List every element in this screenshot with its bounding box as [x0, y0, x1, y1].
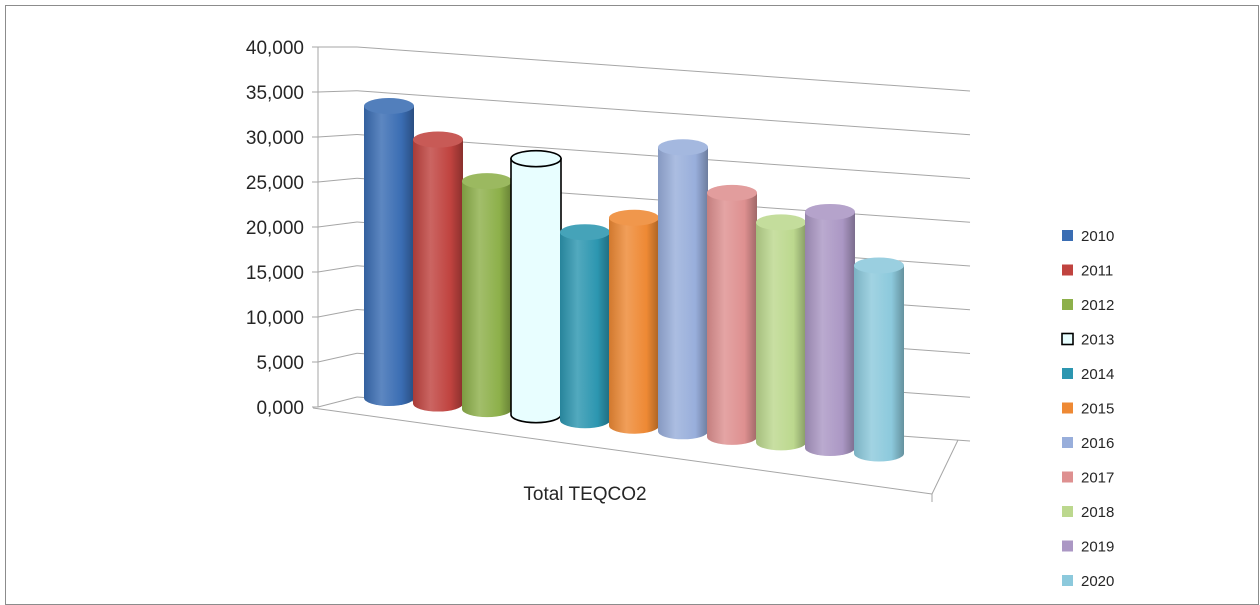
- bar-2013: [510, 149, 562, 424]
- bars: [364, 98, 904, 462]
- legend-item-2016: 2016: [1062, 435, 1114, 452]
- y-tick-label: 15,000: [246, 263, 304, 284]
- legend-item-2019: 2019: [1062, 539, 1114, 556]
- legend-label: 2010: [1081, 228, 1114, 245]
- legend-swatch: [1062, 299, 1073, 310]
- bar-2015: [609, 209, 659, 434]
- chart-svg: 0,000 5,000 10,000 15,000 20,000 25,000 30,000…: [246, 38, 1115, 590]
- legend-item-2017: 2017: [1062, 470, 1114, 487]
- legend-swatch: [1062, 540, 1073, 552]
- bar-2012: [462, 173, 512, 418]
- legend-item-2015: 2015: [1062, 401, 1114, 418]
- legend-swatch: [1062, 402, 1073, 414]
- legend-label: 2016: [1081, 435, 1114, 452]
- y-tick-label: 10,000: [246, 308, 304, 329]
- bar-2019: [805, 203, 855, 456]
- bar-2018: [756, 214, 806, 451]
- y-tick-label: 0,000: [256, 398, 304, 419]
- legend-label: 2012: [1081, 297, 1114, 314]
- bar-2017: [707, 184, 757, 445]
- y-tick-label: 25,000: [246, 173, 304, 194]
- legend-item-2012: 2012: [1062, 297, 1114, 314]
- bar-2020: [854, 257, 904, 462]
- legend-label: 2015: [1081, 401, 1114, 418]
- bar-2010: [364, 98, 414, 406]
- y-tick-label: 30,000: [246, 128, 304, 149]
- legend-label: 2017: [1081, 470, 1114, 487]
- legend-swatch: [1062, 437, 1073, 448]
- legend-swatch: [1062, 230, 1073, 241]
- legend-swatch: [1061, 332, 1074, 346]
- legend-item-2011: 2011: [1062, 263, 1113, 280]
- legend: 2010 2011 2012 2013 2014 2015 2016 2017 2018 2019…: [1061, 228, 1114, 590]
- legend-swatch: [1062, 368, 1073, 379]
- y-tick-label: 40,000: [246, 38, 304, 59]
- bar-2016: [658, 139, 708, 440]
- legend-label: 2011: [1081, 263, 1113, 280]
- legend-item-2013: 2013: [1061, 332, 1114, 349]
- legend-swatch: [1062, 471, 1073, 483]
- legend-item-2010: 2010: [1062, 228, 1114, 245]
- legend-item-2014: 2014: [1062, 366, 1114, 383]
- legend-swatch: [1062, 506, 1073, 517]
- legend-item-2018: 2018: [1062, 504, 1114, 521]
- y-axis-ticks: 0,000 5,000 10,000 15,000 20,000 25,000 30,000…: [246, 38, 304, 419]
- legend-swatch: [1062, 575, 1073, 586]
- category-label: Total TEQCO2: [523, 484, 646, 505]
- legend-label: 2020: [1081, 573, 1114, 590]
- legend-item-2020: 2020: [1062, 573, 1114, 590]
- bar-2014: [560, 224, 610, 429]
- legend-label: 2019: [1081, 539, 1114, 556]
- legend-label: 2014: [1081, 366, 1114, 383]
- y-tick-label: 5,000: [256, 353, 304, 374]
- bar-2011: [413, 131, 463, 412]
- legend-label: 2013: [1081, 332, 1114, 349]
- y-tick-label: 35,000: [246, 83, 304, 104]
- legend-swatch: [1062, 264, 1073, 276]
- y-tick-label: 20,000: [246, 218, 304, 239]
- legend-label: 2018: [1081, 504, 1114, 521]
